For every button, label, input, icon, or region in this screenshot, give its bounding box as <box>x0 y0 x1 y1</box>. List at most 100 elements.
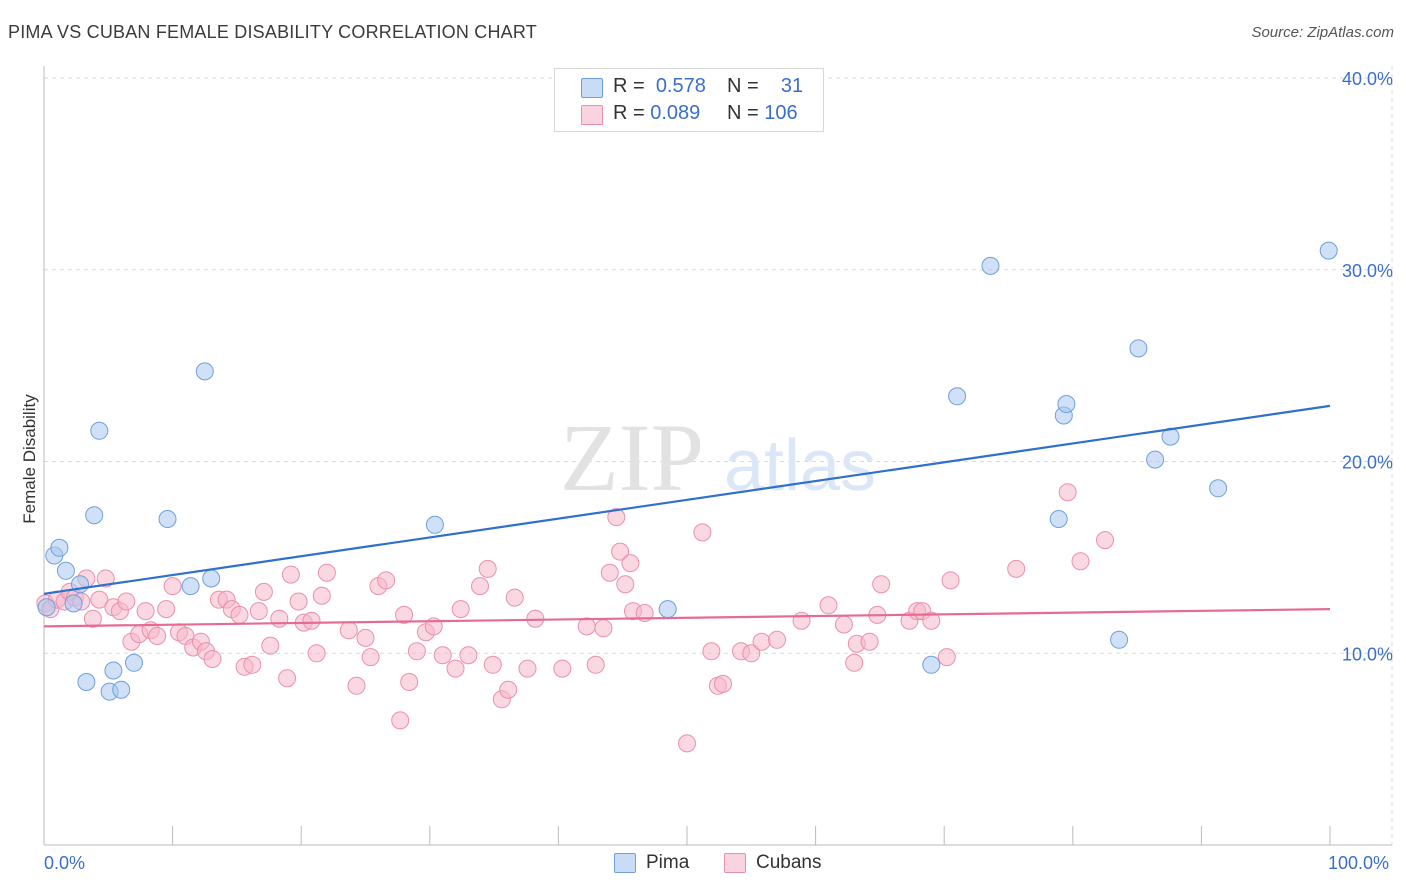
y-tick-label: 20.0% <box>1342 453 1393 473</box>
pima-point <box>425 515 444 534</box>
stats-legend: R = 0.578 N = 31 R = 0.089 N = 106 <box>554 68 824 132</box>
legend-pima-swatch <box>614 853 636 873</box>
cuban-point <box>594 619 613 638</box>
cuban-point <box>1071 552 1090 571</box>
cuban-point <box>83 609 102 628</box>
cuban-point <box>553 659 572 678</box>
trend-lines <box>43 404 1331 628</box>
cuban-point <box>941 571 960 590</box>
cuban-point <box>1096 531 1114 550</box>
cuban-point <box>860 632 879 651</box>
x-tick-label-max: 100.0% <box>1328 853 1390 873</box>
cuban-point <box>289 592 308 611</box>
pima-point <box>1129 339 1148 358</box>
cuban-point <box>400 673 419 691</box>
pima-point <box>64 594 83 613</box>
pima-point <box>1057 395 1076 413</box>
cuban-point <box>117 592 136 611</box>
cuban-point <box>518 659 537 678</box>
cuban-point <box>621 554 640 573</box>
cuban-point <box>361 648 380 667</box>
cuban-point <box>356 628 375 647</box>
cuban-point <box>586 655 605 674</box>
pima-point <box>56 561 75 580</box>
cuban-point <box>254 582 273 601</box>
pima-point <box>77 673 96 691</box>
cuban-point <box>714 674 732 693</box>
x-tick-label-min: 0.0% <box>44 853 86 873</box>
cuban-point <box>312 586 331 605</box>
cubans-swatch <box>581 105 603 125</box>
pima-point <box>90 421 109 440</box>
cuban-point <box>395 605 414 624</box>
cuban-point <box>607 508 626 527</box>
cubans-r: R = 0.089 <box>613 102 701 124</box>
cuban-point <box>433 646 452 665</box>
cuban-point <box>451 600 470 619</box>
cuban-point <box>616 575 635 594</box>
cuban-point <box>148 627 167 645</box>
cuban-point <box>407 642 426 661</box>
y-tick-label: 30.0% <box>1342 261 1393 281</box>
pima-point <box>948 387 967 406</box>
pima-point <box>922 655 941 674</box>
cuban-point <box>678 734 696 753</box>
pima-trend-line <box>43 404 1331 595</box>
pima-series <box>37 241 1338 701</box>
cuban-point <box>1007 559 1026 578</box>
cuban-point <box>471 577 489 596</box>
cuban-point <box>136 602 155 621</box>
cuban-point <box>834 615 853 634</box>
cuban-point <box>377 571 396 590</box>
cuban-point <box>499 680 518 699</box>
pima-point <box>85 506 104 525</box>
cuban-point <box>317 563 336 582</box>
cuban-point <box>203 650 222 668</box>
cuban-point <box>230 605 249 624</box>
y-tick-label: 40.0% <box>1342 69 1393 89</box>
cuban-point <box>281 565 300 584</box>
cuban-point <box>278 669 297 688</box>
cuban-point <box>845 653 864 672</box>
cuban-point <box>611 542 630 561</box>
cubans-series <box>36 483 1114 753</box>
pima-point <box>1146 450 1165 469</box>
cuban-point <box>478 559 497 578</box>
pima-point <box>181 577 200 596</box>
cuban-point <box>96 569 115 588</box>
cuban-point <box>243 655 262 674</box>
cuban-point <box>90 590 109 609</box>
cuban-point <box>577 617 596 636</box>
pima-point <box>104 661 123 680</box>
cuban-point <box>339 621 358 640</box>
stats-row-cubans: R = 0.089 N = 106 <box>555 102 823 128</box>
cuban-point <box>1058 483 1077 502</box>
cuban-point <box>302 611 321 630</box>
y-tick-label: 10.0% <box>1342 644 1393 664</box>
pima-point <box>1319 241 1338 260</box>
pima-point <box>202 569 221 588</box>
legend-cubans-swatch <box>724 853 746 873</box>
pima-swatch <box>581 78 603 98</box>
cuban-point <box>505 588 524 607</box>
source-credit: Source: ZipAtlas.com <box>1251 24 1394 41</box>
pima-n: N = 31 <box>727 75 804 97</box>
cubans-n: N = 106 <box>727 102 798 124</box>
pima-point <box>1049 510 1068 528</box>
watermark-atlas: atlas <box>724 426 876 506</box>
pima-r: R = 0.578 <box>613 75 706 97</box>
axes <box>43 66 1392 846</box>
pima-point <box>125 653 143 672</box>
cuban-point <box>742 644 761 663</box>
pima-point <box>981 256 1000 275</box>
cuban-point <box>937 648 956 667</box>
cuban-point <box>922 611 941 630</box>
cuban-point <box>752 632 771 651</box>
cubans-trend-line <box>43 608 1331 628</box>
cuban-point <box>819 596 838 615</box>
cuban-point <box>261 636 280 655</box>
y-axis-label: Female Disability <box>20 394 39 524</box>
cuban-point <box>792 611 811 630</box>
legend-pima-label: Pima <box>646 852 690 873</box>
